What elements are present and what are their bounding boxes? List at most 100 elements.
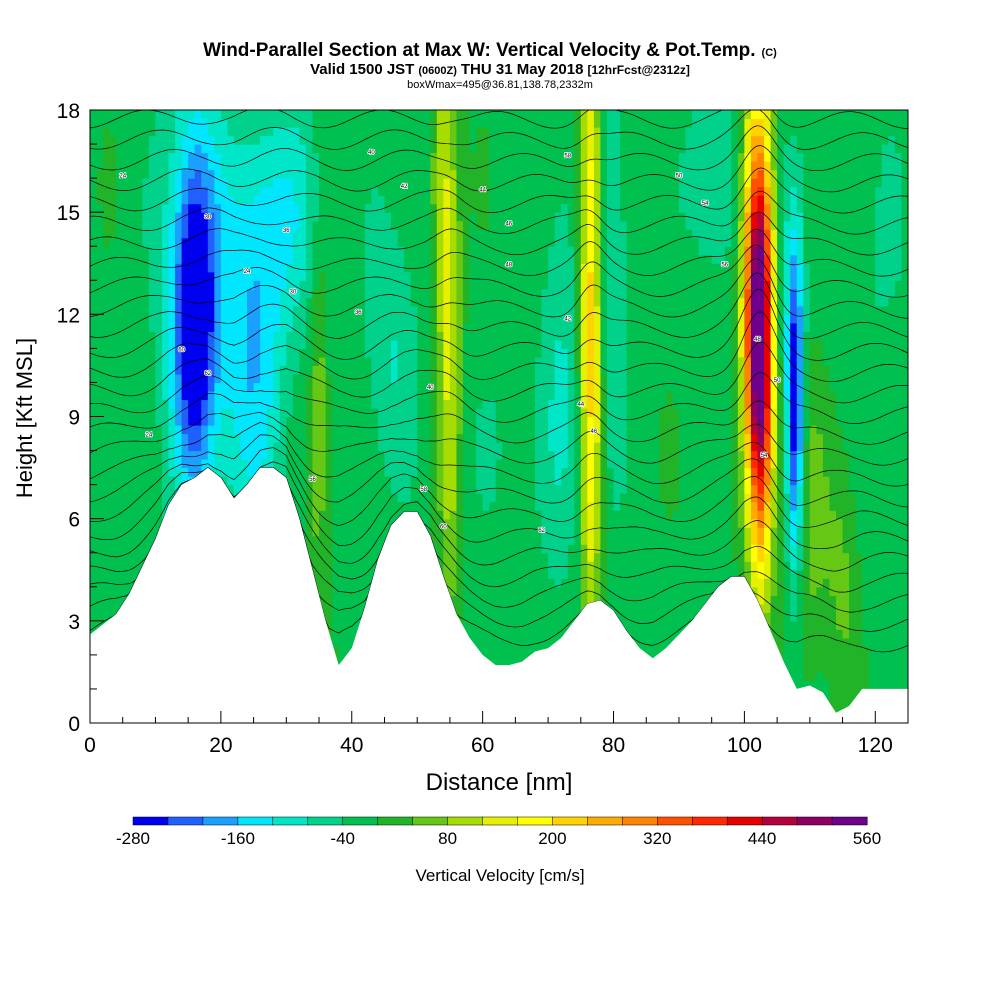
w-cell — [541, 510, 549, 520]
w-cell — [404, 169, 412, 179]
w-cell — [266, 237, 274, 247]
w-cell — [168, 178, 176, 188]
w-cell — [410, 280, 418, 290]
w-cell — [456, 127, 464, 137]
w-cell — [345, 629, 353, 639]
w-cell — [397, 314, 405, 324]
w-cell — [181, 476, 189, 486]
w-cell — [214, 390, 222, 401]
w-cell — [463, 271, 471, 281]
w-cell — [397, 135, 405, 145]
w-cell — [129, 476, 137, 486]
w-cell — [508, 637, 516, 647]
w-cell — [188, 271, 196, 281]
w-cell — [201, 118, 209, 128]
w-cell — [469, 425, 477, 435]
w-cell — [240, 254, 248, 264]
w-cell — [351, 297, 359, 307]
w-cell — [430, 527, 438, 537]
w-cell — [364, 118, 372, 128]
w-cell — [109, 297, 117, 307]
w-cell — [449, 297, 458, 307]
w-cell — [502, 161, 510, 171]
w-cell — [103, 365, 111, 375]
w-cell — [404, 339, 412, 349]
w-cell — [476, 544, 484, 554]
w-cell — [312, 561, 320, 571]
w-cell — [181, 382, 189, 392]
w-cell — [423, 450, 431, 460]
w-cell — [181, 220, 189, 230]
w-cell — [528, 416, 536, 426]
w-cell — [489, 425, 497, 435]
w-cell — [299, 425, 307, 435]
w-cell — [161, 178, 170, 188]
w-cell — [161, 407, 170, 418]
w-cell — [351, 390, 359, 401]
w-cell — [279, 356, 287, 367]
w-cell — [482, 544, 490, 554]
w-cell — [449, 331, 458, 341]
w-cell — [188, 382, 196, 392]
w-cell — [227, 450, 235, 460]
w-cell — [469, 459, 477, 469]
w-cell — [325, 433, 333, 443]
w-cell — [194, 322, 202, 332]
w-cell — [155, 501, 163, 511]
w-cell — [430, 305, 438, 315]
w-cell — [443, 535, 451, 545]
w-cell — [495, 603, 503, 613]
w-cell — [253, 195, 261, 205]
w-cell — [129, 297, 137, 307]
w-cell — [377, 271, 386, 281]
w-cell — [253, 246, 261, 256]
w-cell — [240, 110, 248, 120]
w-cell — [168, 399, 176, 409]
w-cell — [456, 339, 464, 349]
w-cell — [233, 390, 242, 401]
w-cell — [358, 169, 366, 179]
w-cell — [456, 297, 464, 307]
w-cell — [384, 450, 392, 460]
w-cell — [188, 169, 196, 179]
w-cell — [325, 135, 333, 145]
w-cell — [299, 390, 307, 401]
w-cell — [201, 450, 209, 460]
w-cell — [515, 220, 523, 230]
w-cell — [312, 339, 320, 349]
w-cell — [541, 527, 549, 537]
w-cell — [508, 612, 516, 622]
w-cell — [443, 195, 451, 205]
w-cell — [495, 646, 503, 656]
w-cell — [351, 169, 359, 179]
w-cell — [103, 297, 111, 307]
w-cell — [233, 373, 242, 384]
w-cell — [181, 339, 189, 349]
w-cell — [345, 365, 353, 375]
w-cell — [371, 365, 379, 375]
w-cell — [521, 365, 530, 375]
w-cell — [449, 595, 458, 605]
w-cell — [253, 203, 261, 213]
w-cell — [175, 127, 183, 137]
w-cell — [521, 161, 530, 171]
w-cell — [266, 450, 274, 460]
w-cell — [96, 314, 104, 324]
w-cell — [96, 544, 104, 554]
w-cell — [214, 195, 222, 205]
w-cell — [502, 535, 510, 545]
w-cell — [528, 161, 536, 171]
w-cell — [90, 110, 98, 120]
w-cell — [129, 127, 137, 137]
w-cell — [397, 186, 405, 196]
w-cell — [175, 365, 183, 375]
w-cell — [122, 476, 130, 486]
w-cell — [103, 586, 111, 596]
w-cell — [495, 331, 503, 341]
w-cell — [325, 331, 333, 341]
w-cell — [436, 493, 444, 503]
w-cell — [122, 195, 130, 205]
w-cell — [456, 169, 464, 179]
w-cell — [482, 459, 490, 469]
